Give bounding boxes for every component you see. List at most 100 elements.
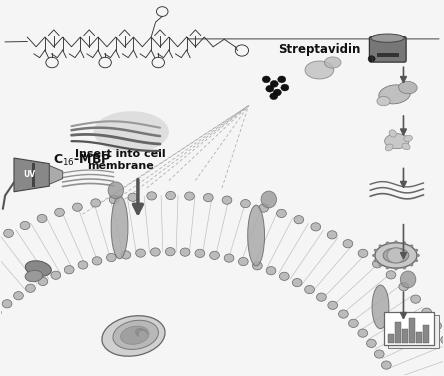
Circle shape	[403, 266, 406, 269]
Circle shape	[195, 249, 205, 258]
Ellipse shape	[25, 261, 52, 276]
Circle shape	[151, 248, 160, 256]
Circle shape	[327, 231, 337, 239]
Bar	[388, 315, 439, 348]
Circle shape	[222, 196, 232, 204]
Circle shape	[386, 241, 389, 244]
Ellipse shape	[324, 57, 341, 68]
Bar	[32, 163, 35, 187]
Circle shape	[224, 254, 234, 262]
Circle shape	[368, 56, 375, 62]
Circle shape	[262, 76, 270, 83]
Circle shape	[399, 283, 408, 291]
Circle shape	[415, 259, 418, 262]
Bar	[384, 312, 434, 345]
Circle shape	[294, 215, 304, 224]
Circle shape	[210, 251, 219, 259]
Ellipse shape	[305, 61, 334, 79]
Circle shape	[422, 308, 432, 316]
Circle shape	[121, 251, 131, 259]
Text: Streptavidin: Streptavidin	[278, 43, 361, 56]
Circle shape	[292, 279, 302, 287]
FancyBboxPatch shape	[369, 36, 406, 62]
Circle shape	[328, 301, 337, 309]
Circle shape	[92, 257, 102, 265]
Circle shape	[311, 223, 321, 231]
Ellipse shape	[94, 111, 169, 152]
Circle shape	[394, 267, 398, 270]
Circle shape	[411, 295, 420, 303]
Circle shape	[147, 192, 157, 200]
Circle shape	[387, 248, 405, 263]
Ellipse shape	[261, 191, 277, 208]
Ellipse shape	[377, 96, 390, 106]
Circle shape	[416, 254, 420, 257]
Circle shape	[374, 259, 377, 262]
Circle shape	[270, 80, 278, 87]
Circle shape	[373, 259, 382, 268]
Circle shape	[379, 264, 382, 267]
Circle shape	[238, 258, 248, 266]
Circle shape	[259, 204, 269, 212]
Circle shape	[358, 249, 368, 258]
Ellipse shape	[248, 205, 265, 266]
Ellipse shape	[389, 130, 396, 137]
Circle shape	[441, 336, 444, 344]
Ellipse shape	[404, 135, 412, 141]
Circle shape	[2, 300, 12, 308]
Ellipse shape	[111, 196, 128, 259]
Circle shape	[343, 240, 353, 248]
Circle shape	[78, 261, 88, 269]
Circle shape	[26, 284, 35, 293]
Circle shape	[278, 76, 286, 83]
Text: UV: UV	[24, 170, 36, 179]
Circle shape	[358, 329, 368, 337]
Circle shape	[432, 321, 441, 330]
Circle shape	[55, 208, 64, 217]
Circle shape	[374, 350, 384, 358]
Circle shape	[386, 266, 389, 269]
Circle shape	[317, 293, 326, 301]
Ellipse shape	[385, 134, 409, 149]
Bar	[424, 325, 429, 343]
Circle shape	[51, 271, 61, 279]
Circle shape	[128, 193, 138, 202]
Circle shape	[14, 292, 24, 300]
Ellipse shape	[379, 85, 410, 104]
Circle shape	[415, 249, 418, 252]
Circle shape	[394, 240, 398, 243]
Circle shape	[305, 285, 314, 294]
Circle shape	[37, 214, 47, 223]
Ellipse shape	[400, 271, 416, 288]
Circle shape	[64, 265, 74, 274]
Ellipse shape	[25, 270, 43, 282]
Circle shape	[410, 244, 413, 247]
Circle shape	[38, 277, 48, 285]
Ellipse shape	[371, 34, 404, 42]
Ellipse shape	[375, 243, 417, 268]
Circle shape	[410, 264, 413, 267]
Circle shape	[203, 194, 213, 202]
Circle shape	[338, 310, 348, 318]
Circle shape	[266, 267, 276, 275]
Bar	[416, 332, 422, 343]
Circle shape	[4, 229, 13, 238]
Ellipse shape	[372, 285, 389, 329]
Circle shape	[279, 272, 289, 280]
Circle shape	[0, 308, 1, 317]
Circle shape	[109, 196, 119, 204]
Circle shape	[349, 319, 358, 327]
Circle shape	[274, 89, 281, 96]
Bar	[377, 53, 399, 57]
Circle shape	[165, 247, 175, 256]
Bar	[388, 334, 394, 343]
Ellipse shape	[102, 316, 165, 356]
Circle shape	[374, 249, 377, 252]
Circle shape	[266, 85, 274, 92]
Polygon shape	[49, 165, 63, 184]
Ellipse shape	[402, 143, 410, 150]
Circle shape	[136, 249, 146, 257]
Bar	[402, 329, 408, 343]
Circle shape	[166, 191, 175, 200]
Circle shape	[379, 244, 382, 247]
